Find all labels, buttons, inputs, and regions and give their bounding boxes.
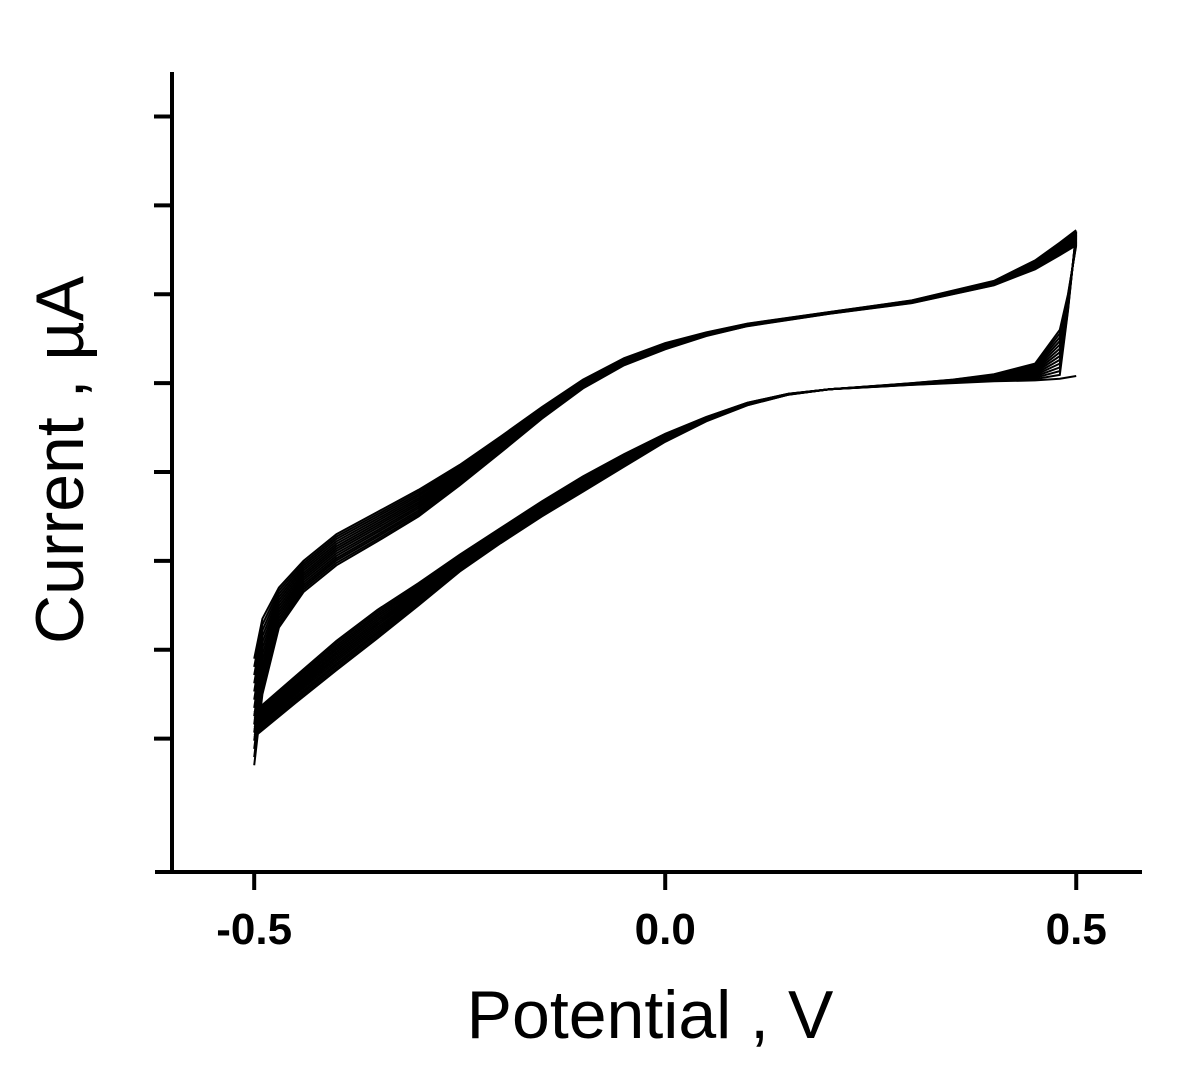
cycle-5-cathodic-line bbox=[253, 234, 1078, 721]
cycle-7-cathodic-line bbox=[253, 237, 1078, 725]
cycle-14-anodic-line bbox=[253, 244, 1077, 766]
x-axis-ticks: -0.5 0.0 0.5 bbox=[216, 872, 1107, 954]
cycle-13-cathodic-line bbox=[253, 244, 1078, 736]
cycle-14-cathodic-line bbox=[253, 245, 1078, 738]
x-axis-title: Potential , V bbox=[467, 977, 834, 1053]
cycle-9-anodic-line bbox=[253, 238, 1077, 725]
cycle-8-cathodic-line bbox=[253, 238, 1078, 727]
cycle-10-cathodic-line bbox=[253, 240, 1078, 730]
y-axis-title: Current , µA bbox=[22, 275, 98, 644]
cycle-1-cathodic-line bbox=[253, 375, 1077, 713]
x-tick-label-2: 0.5 bbox=[1046, 905, 1107, 954]
cycle-11-anodic-line bbox=[253, 240, 1077, 741]
cycle-3-cathodic-line bbox=[253, 232, 1078, 717]
x-tick-label-0: -0.5 bbox=[216, 905, 292, 954]
cycle-8-anodic-line bbox=[253, 237, 1077, 717]
cycle-2-cathodic-line bbox=[253, 231, 1078, 715]
cycle-10-anodic-line bbox=[253, 239, 1077, 733]
cycle-4-cathodic-line bbox=[253, 233, 1078, 719]
cycle-13-anodic-line bbox=[253, 243, 1077, 758]
cycle-9-cathodic-line bbox=[253, 239, 1078, 729]
y-axis-ticks bbox=[154, 114, 172, 741]
cycle-12-anodic-line bbox=[253, 242, 1077, 750]
cycle-2-anodic-line bbox=[253, 230, 1077, 668]
cycle-11-cathodic-line bbox=[253, 241, 1078, 732]
cycle-6-cathodic-line bbox=[253, 235, 1078, 723]
cv-curves bbox=[253, 229, 1078, 766]
x-tick-label-1: 0.0 bbox=[635, 905, 696, 954]
cycle-12-cathodic-line bbox=[253, 242, 1078, 734]
